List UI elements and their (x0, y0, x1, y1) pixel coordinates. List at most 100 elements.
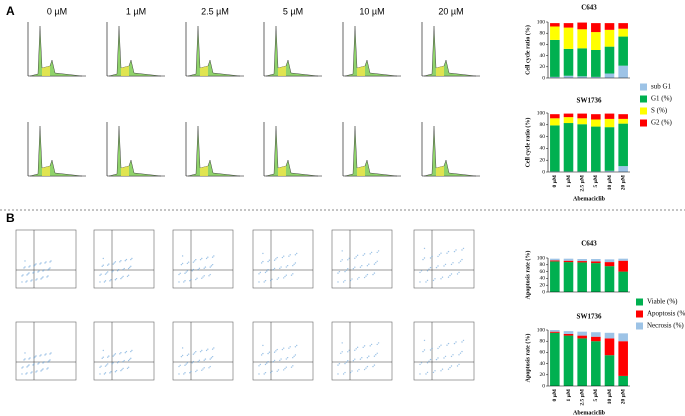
dot (362, 346, 364, 349)
x-tick-label: 5 µM (593, 174, 599, 187)
bar-segment (563, 113, 574, 118)
dot (263, 281, 265, 283)
dot (207, 348, 209, 350)
dot (345, 269, 348, 271)
dot (429, 358, 432, 361)
histogram (187, 25, 241, 77)
dot (181, 354, 184, 357)
dot (43, 361, 45, 363)
dot (198, 267, 201, 270)
dot (110, 279, 112, 281)
y-axis-title: Cell cycle ratio (%) (524, 118, 531, 168)
dot (283, 369, 285, 371)
y-tick-label: 0 (542, 289, 545, 295)
dot (280, 266, 282, 268)
dot (258, 373, 260, 375)
dot (199, 350, 202, 353)
dot (461, 249, 463, 251)
dot (283, 277, 285, 279)
dot (420, 270, 423, 272)
bar-segment (591, 126, 601, 172)
bar-segment (591, 32, 601, 50)
bar-segment (563, 117, 574, 124)
dot (184, 372, 186, 374)
dot (341, 342, 343, 344)
dot (452, 262, 454, 264)
dot (359, 358, 362, 360)
dot (186, 262, 189, 265)
dot (116, 270, 119, 272)
dot (342, 373, 345, 375)
dot (203, 359, 205, 362)
dot (112, 355, 114, 357)
dot (458, 363, 460, 366)
dot (355, 348, 357, 350)
y-tick-label: 60 (540, 269, 546, 275)
dot (178, 273, 180, 276)
dot (46, 368, 48, 370)
dot (30, 280, 32, 282)
dot (281, 256, 284, 259)
dot (37, 271, 39, 273)
y-tick-label: 60 (540, 134, 546, 140)
dot (180, 355, 183, 358)
dot (127, 359, 130, 362)
dot (130, 265, 132, 268)
dot (30, 372, 32, 374)
dot (50, 260, 52, 262)
dot (366, 365, 369, 368)
bar-segment (577, 124, 587, 172)
dot (354, 349, 356, 352)
dot (208, 367, 210, 369)
dot (440, 344, 442, 346)
dot (377, 342, 380, 344)
histogram (423, 25, 477, 77)
dot (113, 262, 116, 264)
bar-segment (577, 118, 587, 125)
dot (115, 369, 118, 372)
dot (420, 362, 423, 364)
dot (105, 272, 108, 274)
dot (341, 259, 343, 261)
dot (429, 349, 432, 351)
dot (48, 268, 50, 270)
dot (441, 368, 444, 370)
dot (33, 271, 35, 273)
dot (125, 350, 128, 353)
dot (273, 259, 276, 261)
dot (266, 362, 268, 364)
bar-segment (618, 333, 628, 342)
dot (438, 346, 441, 348)
bar-segment (618, 123, 628, 167)
dot (351, 278, 353, 280)
dot (373, 355, 376, 357)
bar-segment (618, 258, 628, 261)
dot (438, 254, 441, 256)
dot (21, 367, 23, 369)
dot-plot (252, 321, 314, 381)
dot (45, 353, 47, 355)
y-tick-label: 60 (540, 42, 546, 48)
legend-swatch (640, 107, 647, 115)
dot (267, 269, 269, 271)
y-tick-label: 80 (540, 122, 546, 128)
dot (185, 363, 187, 365)
concentration-label: 5 µM (283, 6, 303, 16)
dot (23, 267, 25, 269)
dot (347, 351, 349, 353)
dot (356, 346, 359, 349)
dot (366, 265, 369, 267)
legend-label: G2 (%) (651, 119, 672, 127)
bar-segment (618, 260, 628, 272)
dot (118, 268, 120, 271)
bar-segment (550, 331, 560, 333)
dot (178, 365, 180, 368)
dot (426, 362, 429, 364)
dot (294, 262, 297, 264)
y-tick-label: 100 (537, 255, 546, 261)
bar-segment (604, 29, 615, 47)
dot (423, 339, 426, 342)
dot (375, 262, 377, 264)
dot (198, 359, 201, 362)
dot (431, 255, 433, 258)
